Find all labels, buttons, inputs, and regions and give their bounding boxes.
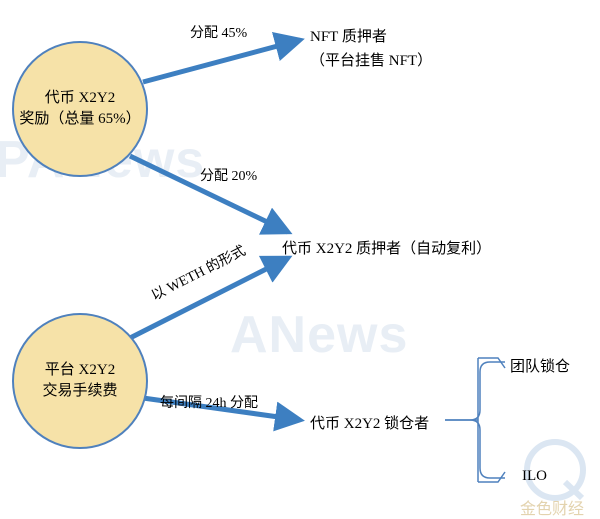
node-token-reward-line1: 代币 X2Y2 <box>45 88 115 109</box>
edge-label-24h: 每间隔 24h 分配 <box>160 392 258 412</box>
edge-label-20pct: 分配 20% <box>200 165 257 185</box>
node-platform-fee-line1: 平台 X2Y2 <box>45 360 115 381</box>
node-nft-staker: NFT 质押者 （平台挂售 NFT） <box>310 25 432 73</box>
node-team-lock: 团队锁仓 <box>510 355 570 376</box>
node-nft-staker-line1: NFT 质押者 <box>310 25 432 49</box>
node-lock-holder: 代币 X2Y2 锁仓者 <box>310 412 429 433</box>
node-nft-staker-line2: （平台挂售 NFT） <box>310 49 432 73</box>
node-ilo: ILO <box>522 468 547 485</box>
edge-reward-to-nft <box>143 40 300 82</box>
node-platform-fee: 平台 X2Y2 交易手续费 <box>12 313 148 449</box>
node-token-reward-line2: 奖励（总量 65%） <box>19 109 140 130</box>
node-token-reward: 代币 X2Y2 奖励（总量 65%） <box>12 41 148 177</box>
node-platform-fee-line2: 交易手续费 <box>42 381 117 402</box>
edge-label-45pct: 分配 45% <box>190 22 247 42</box>
node-token-staker: 代币 X2Y2 质押者（自动复利） <box>282 237 491 258</box>
